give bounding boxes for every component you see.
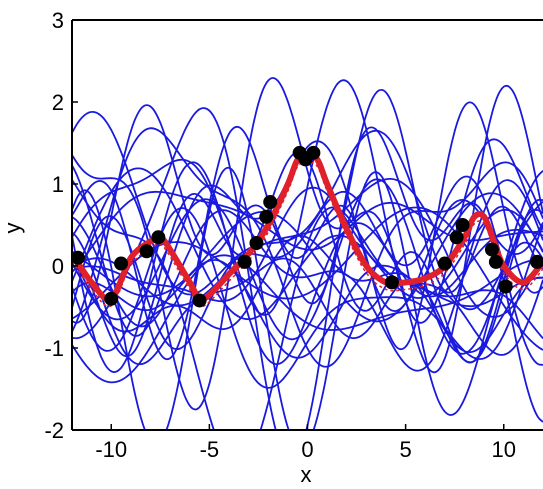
observation-point [449,230,464,245]
observation-point [139,244,154,259]
x-tick-label: 5 [400,437,412,462]
sample-curve [72,110,543,311]
x-axis-label: x [301,462,312,487]
y-tick-label: 0 [52,254,64,279]
observation-point [114,256,129,271]
sample-curve [72,167,543,321]
observation-point [151,230,166,245]
observation-point [455,218,470,232]
observation-point [237,254,252,269]
x-tick-label: -10 [95,437,127,462]
observation-points [72,145,543,308]
sample-curve [72,127,543,368]
y-tick-label: 3 [52,8,64,33]
x-tick-label: 10 [492,437,516,462]
observation-point [437,256,452,271]
observation-point [384,275,399,290]
sample-curve [72,234,543,354]
y-tick-label: -2 [44,418,64,443]
sample-curve [72,161,543,373]
observation-point [484,242,499,257]
observation-point [488,254,503,269]
y-tick-label: 1 [52,172,64,197]
observation-point [306,145,321,160]
observation-point [530,254,543,269]
observation-point [259,209,274,224]
observation-point [498,279,513,294]
observation-point [263,195,278,210]
observation-point [72,250,85,265]
sample-curve [72,166,543,430]
sample-curve [72,175,543,366]
y-axis-label: y [0,223,25,234]
y-tick-label: -1 [44,336,64,361]
observation-point [104,291,119,306]
y-tick-label: 2 [52,90,64,115]
sample-curve [72,254,543,384]
sample-curve [72,88,543,324]
observation-point [249,236,264,251]
sample-curve [72,101,543,361]
axes [71,19,543,431]
x-tick-label: -5 [200,437,220,462]
x-tick-label: 0 [301,437,313,462]
observation-point [192,293,207,308]
